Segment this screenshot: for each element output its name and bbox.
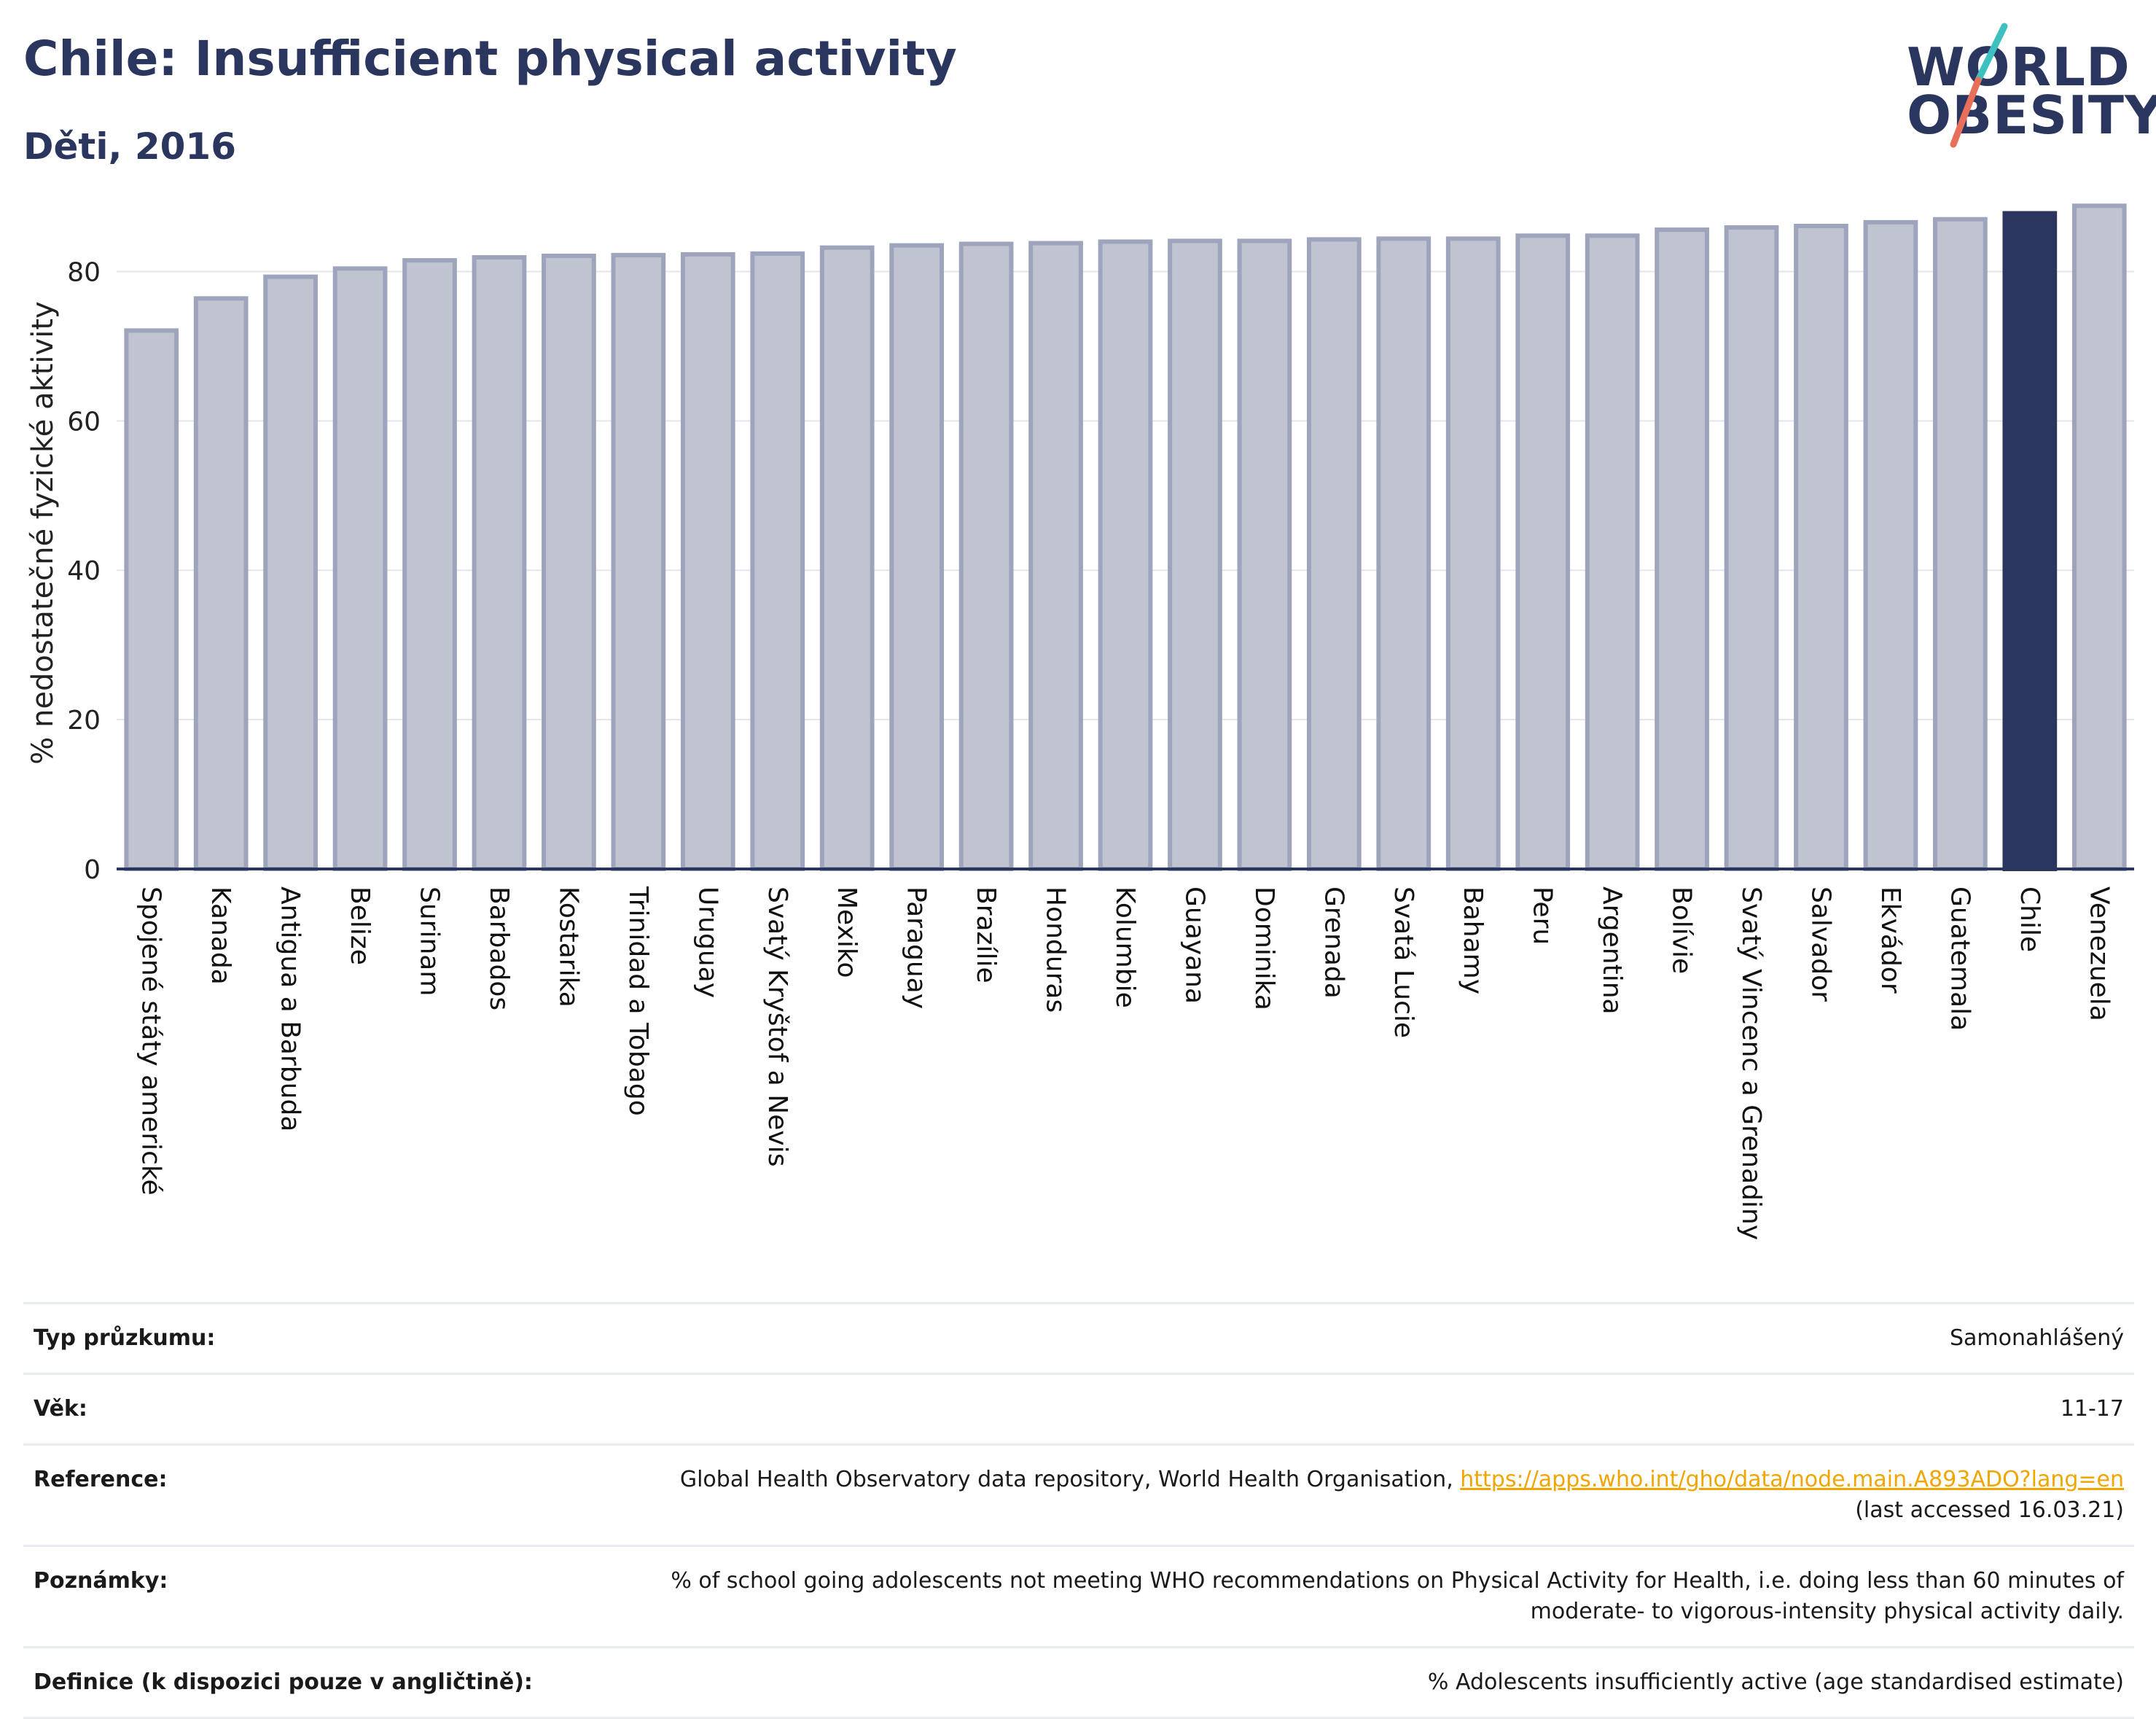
x-tick-label: Kolumbie	[1110, 886, 1140, 1008]
chart-subtitle: Děti, 2016	[23, 125, 237, 168]
bar	[819, 245, 875, 871]
table-row: Věk: 11-17	[23, 1373, 2134, 1446]
x-tick-label: Argentina	[1597, 886, 1627, 1015]
x-tick-label: Barbados	[484, 886, 514, 1010]
table-row: Poznámky: % of school going adolescents …	[23, 1545, 2134, 1648]
logo-line-1: WORLD	[1907, 36, 2130, 98]
x-tick-label: Chile	[2015, 886, 2044, 952]
bar	[542, 253, 596, 872]
bar	[680, 252, 735, 872]
y-tick-label: 20	[67, 706, 101, 736]
row-value: 11-17	[569, 1373, 2134, 1446]
x-tick-label: Brazílie	[971, 886, 1001, 983]
bar	[1306, 237, 1362, 872]
bar	[332, 266, 388, 871]
y-tick-label: 60	[67, 407, 101, 437]
x-tick-label: Antigua a Barbuda	[276, 886, 305, 1131]
y-axis-title: % nedostatečné fyzické aktivity	[26, 301, 60, 764]
row-value: Global Health Observatory data repositor…	[569, 1443, 2134, 1547]
row-label: Definice (k dispozici pouze v angličtině…	[23, 1646, 569, 1719]
bar-chart: 0 20 40 60 80 Spojené státy americké Kanada Ant…	[26, 203, 2134, 1240]
bar	[1237, 238, 1292, 872]
x-tick-label: Kostarika	[553, 886, 583, 1007]
bar	[1933, 217, 1988, 871]
table-row: Reference: Global Health Observatory dat…	[23, 1443, 2134, 1547]
bar	[2002, 211, 2058, 871]
x-tick-label: Mexiko	[832, 886, 862, 978]
x-tick-label: Belize	[345, 886, 375, 965]
x-tick-label: Bahamy	[1458, 886, 1488, 994]
bar	[1655, 227, 1709, 871]
bar	[1028, 241, 1083, 871]
table-row: Definice (k dispozici pouze v angličtině…	[23, 1646, 2134, 1719]
bar	[1585, 233, 1640, 871]
row-label: Typ průzkumu:	[23, 1302, 569, 1375]
x-tick-label: Ekvádor	[1875, 886, 1905, 994]
x-tick-label: Kanada	[206, 886, 235, 985]
y-tick-label: 0	[84, 855, 101, 885]
reference-note: (last accessed 16.03.21)	[1855, 1497, 2124, 1523]
x-tick-label: Surinam	[415, 886, 445, 996]
bar	[1863, 219, 1918, 871]
logo-wordmark: WORLD OBESITY	[1902, 20, 2156, 159]
bar	[472, 254, 527, 872]
logo-line-2: OBESITY	[1907, 85, 2156, 146]
logo-slash-icon	[1950, 23, 2008, 148]
x-tick-label: Peru	[1528, 886, 1558, 945]
row-label: Poznámky:	[23, 1545, 569, 1648]
table-row: Typ průzkumu: Samonahlášený	[23, 1302, 2134, 1375]
x-tick-label: Trinidad a Tobago	[623, 886, 653, 1116]
reference-link[interactable]: https://apps.who.int/gho/data/node.main.…	[1460, 1467, 2124, 1492]
x-tick-label: Spojené státy americké	[136, 886, 166, 1196]
row-value: % Adolescents insufficiently active (age…	[569, 1646, 2134, 1719]
bar	[1794, 223, 1848, 872]
bar	[1445, 236, 1501, 871]
x-tick-label: Svatý Vincenc a Grenadiny	[1736, 886, 1766, 1240]
bar	[1098, 239, 1153, 871]
bar	[750, 251, 805, 871]
x-tick-label: Bolívie	[1667, 886, 1697, 974]
y-tick-label: 40	[67, 556, 101, 586]
bar	[1515, 233, 1571, 871]
row-label: Věk:	[23, 1373, 569, 1446]
x-tick-label: Uruguay	[692, 886, 722, 998]
x-tick-label: Honduras	[1041, 886, 1071, 1013]
reference-text: Global Health Observatory data repositor…	[679, 1467, 1461, 1492]
bar	[124, 328, 179, 871]
bar	[611, 252, 666, 871]
x-tick-label: Guayana	[1179, 886, 1209, 1004]
x-tick-label: Venezuela	[2084, 886, 2114, 1021]
info-table: Typ průzkumu: Samonahlášený Věk: 11-17 R…	[23, 1302, 2134, 1719]
bar	[2071, 203, 2127, 871]
bar	[889, 243, 945, 872]
y-tick-label: 80	[67, 257, 101, 287]
bar	[1376, 236, 1432, 871]
x-tick-label: Svatá Lucie	[1388, 886, 1418, 1038]
bar	[1168, 238, 1222, 872]
row-value: Samonahlášený	[569, 1302, 2134, 1375]
x-tick-label: Dominika	[1249, 886, 1279, 1010]
bar	[1724, 225, 1779, 872]
row-value: % of school going adolescents not meetin…	[569, 1545, 2134, 1648]
bar	[958, 241, 1014, 872]
world-obesity-logo: WORLD OBESITY	[1902, 20, 2156, 159]
bar	[193, 296, 249, 871]
x-tick-label: Grenada	[1319, 886, 1348, 999]
bar	[402, 258, 457, 872]
x-tick-label: Paraguay	[902, 886, 931, 1009]
row-label: Reference:	[23, 1443, 569, 1547]
x-tick-label: Guatemala	[1945, 886, 1975, 1031]
x-tick-label: Salvador	[1805, 886, 1835, 1002]
bar	[263, 274, 318, 872]
chart-title: Chile: Insufficient physical activity	[23, 31, 957, 87]
x-tick-label: Svatý Kryštof a Nevis	[762, 886, 792, 1166]
